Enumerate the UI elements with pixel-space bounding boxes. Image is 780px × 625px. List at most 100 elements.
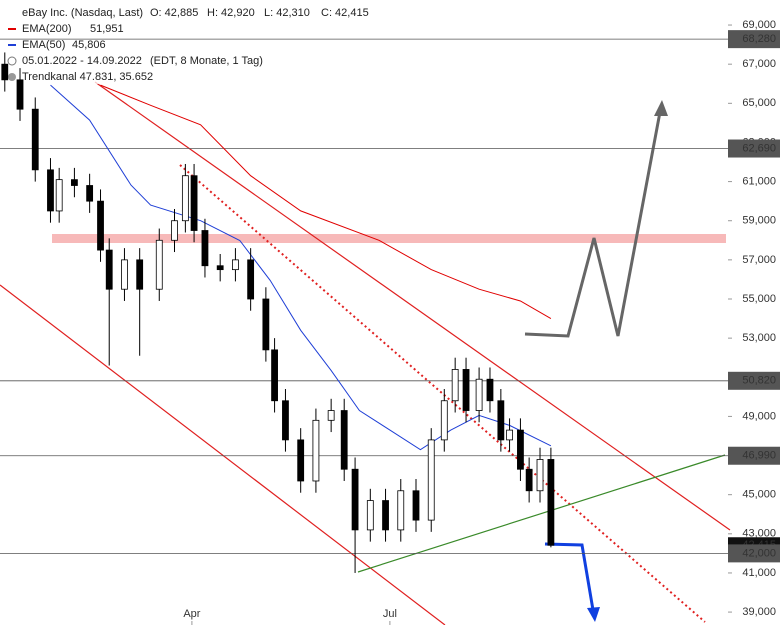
candle-body: [232, 259, 239, 271]
channel-label: Trendkanal 47.831, 35.652: [22, 71, 153, 83]
candle: [451, 357, 459, 413]
candle: [440, 389, 448, 452]
y-tick-label: 61,000: [742, 175, 776, 187]
candle: [327, 398, 335, 433]
candle: [181, 163, 189, 233]
candle-body: [297, 439, 305, 482]
candle: [462, 357, 470, 423]
candle-body: [486, 378, 494, 402]
candle-body: [397, 490, 405, 531]
ohlc-value: L: 42,310: [264, 7, 310, 19]
legend-icon: [8, 73, 16, 81]
level-label: 42,000: [742, 547, 776, 559]
scenario-arrow: [524, 111, 662, 338]
y-tick-label: 55,000: [742, 293, 776, 305]
candle: [282, 389, 289, 452]
candle-body: [340, 410, 348, 470]
candle-body: [121, 259, 128, 290]
candle: [506, 418, 513, 452]
candle: [201, 218, 209, 278]
channel-upper: [94, 81, 731, 531]
candle-body: [201, 230, 209, 267]
resistance-zone: [52, 234, 726, 243]
candle-body: [271, 349, 278, 402]
candle-body: [216, 265, 224, 271]
candle-body: [171, 220, 178, 241]
candle: [312, 408, 320, 493]
y-tick-label: 65,000: [742, 97, 776, 109]
candle: [247, 248, 255, 311]
arrow-head: [654, 100, 668, 116]
candle-body: [47, 169, 54, 212]
candle-body: [427, 439, 435, 521]
level-box: [728, 544, 780, 563]
candle-body: [31, 108, 39, 171]
y-tick-label: 45,000: [742, 489, 776, 501]
candle: [547, 447, 555, 548]
candle: [366, 488, 374, 542]
candle-body: [282, 400, 289, 441]
level-label: 46,990: [742, 450, 776, 462]
legend: eBay Inc. (Nasdaq, Last) O: 42,885 H: 42,9…: [0, 4, 370, 84]
y-tick-label: 41,000: [742, 567, 776, 579]
level-box: [728, 139, 780, 158]
candle: [382, 488, 389, 542]
level-label: 68,280: [742, 33, 776, 45]
legend-name: EMA(50): [22, 39, 65, 51]
legend-bg: [0, 4, 370, 84]
candle-body: [525, 468, 533, 492]
ohlc-value: O: 42,885: [150, 7, 198, 19]
candle-body: [547, 459, 555, 546]
down-arrow: [544, 542, 595, 611]
candle-body: [475, 378, 483, 411]
candle-body: [262, 298, 270, 351]
channel-mid: [179, 164, 706, 623]
candle: [47, 158, 54, 223]
candle: [525, 457, 533, 503]
candle: [55, 167, 63, 223]
y-tick-label: 67,000: [742, 58, 776, 70]
candle: [171, 208, 178, 253]
candle: [16, 68, 24, 121]
y-tick-label: 49,000: [742, 410, 776, 422]
candle-body: [382, 500, 389, 531]
candle: [232, 248, 239, 282]
candle-body: [16, 79, 24, 110]
candle-body: [97, 200, 104, 251]
candle: [86, 173, 94, 213]
level-box: [728, 446, 780, 465]
candle-body: [247, 259, 255, 300]
y-tick-label: 69,000: [742, 19, 776, 31]
legend-name: EMA(200): [22, 23, 72, 35]
candle: [351, 457, 359, 573]
candle: [397, 479, 405, 542]
y-tick-label: 59,000: [742, 215, 776, 227]
candle-body: [536, 459, 544, 492]
level-label: 62,690: [742, 142, 776, 154]
candle: [97, 189, 104, 262]
candle: [1, 52, 9, 92]
candle: [427, 428, 435, 532]
ohlc-value: H: 42,920: [207, 7, 255, 19]
candle: [475, 367, 483, 423]
period-note: (EDT, 8 Monate, 1 Tag): [150, 55, 263, 67]
candle-body: [312, 419, 320, 482]
candle: [190, 163, 198, 243]
candle-body: [86, 185, 94, 202]
candle: [340, 398, 348, 481]
candle-body: [327, 410, 335, 421]
candle: [136, 248, 144, 356]
ema-line: [100, 84, 552, 320]
candle-body: [462, 369, 470, 411]
drawings: [0, 81, 731, 625]
candle-body: [412, 490, 420, 521]
candle: [31, 97, 39, 182]
candle-body: [55, 179, 63, 212]
candle: [121, 248, 128, 301]
y-tick-label: 53,000: [742, 332, 776, 344]
candle: [536, 447, 544, 503]
candle-body: [136, 259, 144, 290]
x-tick-label: Jul: [383, 608, 397, 620]
candle-body: [440, 400, 448, 441]
